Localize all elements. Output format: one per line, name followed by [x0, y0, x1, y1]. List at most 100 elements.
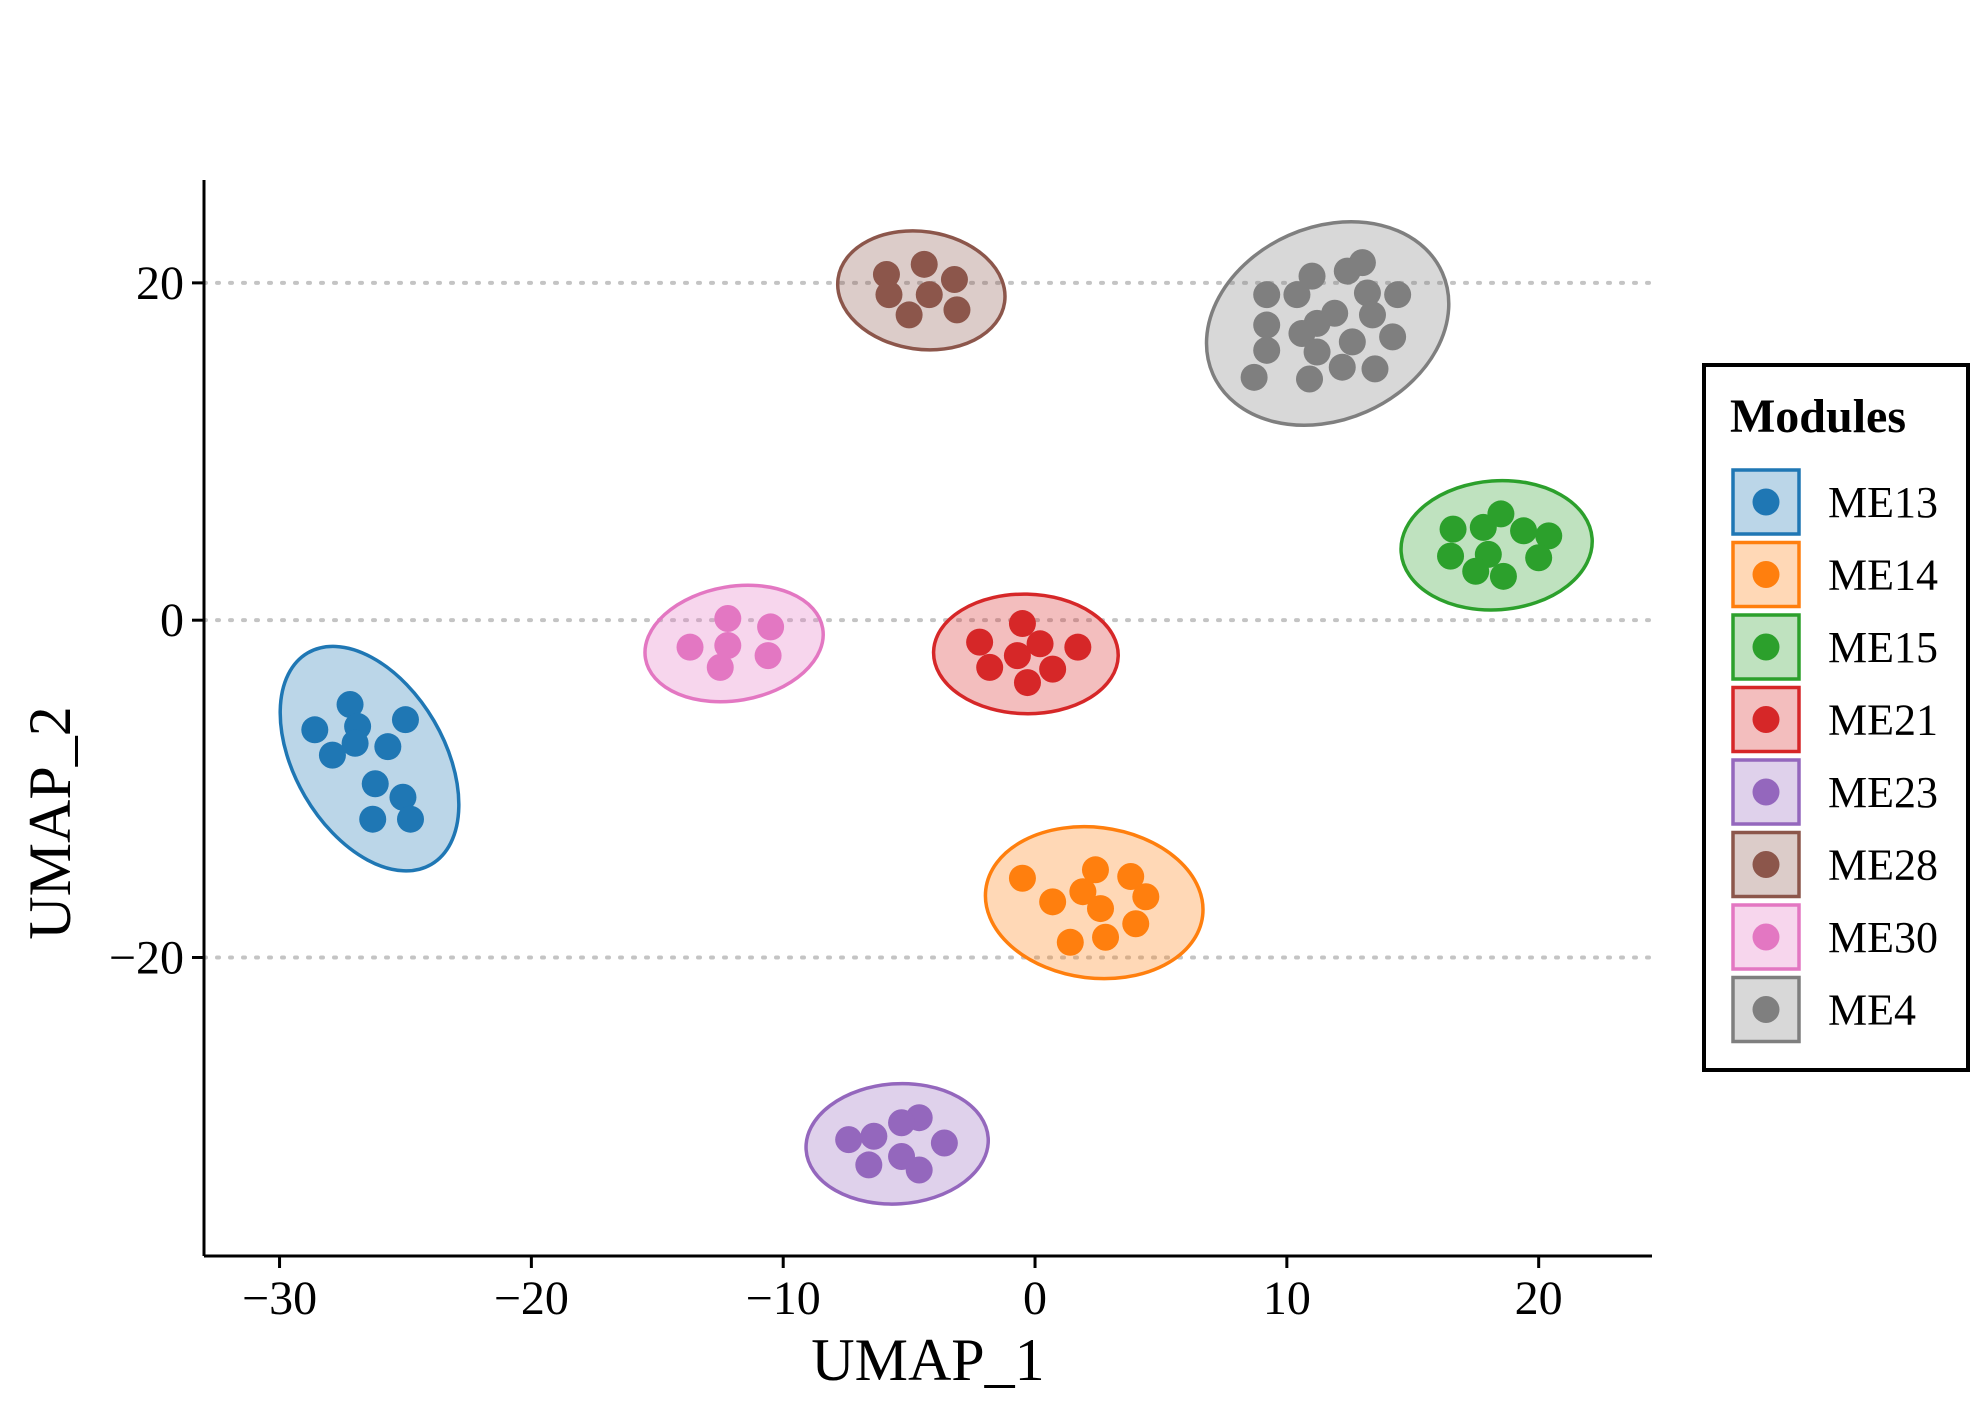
legend-item-me13: ME13	[1731, 468, 1938, 536]
x-tick-label: 0	[1023, 1272, 1047, 1325]
point-me21	[1026, 630, 1054, 658]
point-me30	[714, 631, 742, 659]
point-me21	[1003, 642, 1031, 670]
point-me14	[1092, 923, 1120, 951]
legend-item-me15: ME15	[1731, 613, 1938, 681]
point-me21	[966, 628, 994, 656]
point-me4	[1333, 257, 1361, 285]
point-me4	[1328, 353, 1356, 381]
point-me28	[910, 250, 938, 278]
point-me14	[1056, 928, 1084, 956]
point-me23	[905, 1156, 933, 1184]
legend-label: ME21	[1828, 696, 1938, 745]
point-me28	[915, 281, 943, 309]
point-me4	[1253, 311, 1281, 339]
point-me28	[940, 266, 968, 294]
x-tick-label: −30	[242, 1272, 317, 1325]
legend-item-me30: ME30	[1731, 903, 1938, 971]
point-me15	[1439, 515, 1467, 543]
x-tick-label: −10	[746, 1272, 821, 1325]
point-me15	[1469, 513, 1497, 541]
y-tick-label: 0	[160, 594, 184, 647]
point-me28	[875, 281, 903, 309]
y-axis-ticks: −20 0 20	[109, 257, 204, 984]
legend-label: ME23	[1828, 768, 1938, 817]
point-me15	[1510, 517, 1538, 545]
point-me14	[1132, 883, 1160, 911]
legend-label: ME30	[1828, 913, 1938, 962]
point-me15	[1535, 522, 1563, 550]
point-me13	[341, 729, 369, 757]
point-me13	[389, 783, 417, 811]
legend-key-dot	[1752, 706, 1780, 733]
x-tick-label: −20	[494, 1272, 569, 1325]
x-tick-label: 20	[1515, 1272, 1563, 1325]
point-me14	[1117, 863, 1145, 891]
point-me15	[1489, 562, 1517, 590]
legend-item-me4: ME4	[1731, 975, 1916, 1044]
legend: Modules ME13 ME14 ME15 ME21 ME23 ME28 ME30 ME4	[1702, 363, 1970, 1072]
point-me21	[1008, 610, 1036, 638]
legend-item-me21: ME21	[1731, 685, 1938, 754]
point-me15	[1525, 544, 1553, 572]
y-tick-label: 20	[136, 257, 184, 310]
point-me13	[359, 805, 387, 833]
x-tick-label: 10	[1263, 1272, 1311, 1325]
axes	[202, 180, 1652, 1258]
point-me30	[706, 653, 734, 681]
legend-box	[1702, 363, 1970, 1072]
point-me13	[301, 716, 329, 744]
legend-items: ME13 ME14 ME15 ME21 ME23 ME28 ME30 ME4	[1731, 468, 1938, 1044]
point-me28	[872, 260, 900, 288]
point-me14	[1008, 864, 1036, 892]
point-me14	[1069, 878, 1097, 906]
point-me4	[1361, 355, 1389, 383]
point-me4	[1303, 338, 1331, 366]
point-me4	[1283, 281, 1311, 309]
point-me23	[930, 1129, 958, 1157]
legend-key-dot	[1752, 923, 1780, 951]
x-axis-ticks: −30 −20 −10 0 10 20	[242, 1256, 1563, 1325]
point-me4	[1253, 281, 1281, 309]
point-me23	[888, 1109, 916, 1137]
point-me4	[1321, 299, 1349, 327]
point-me13	[374, 733, 402, 761]
legend-key-dot	[1752, 633, 1780, 661]
point-me15	[1437, 542, 1465, 570]
point-me4	[1298, 262, 1326, 290]
point-me4	[1240, 363, 1268, 391]
point-me21	[1039, 655, 1067, 683]
legend-item-me14: ME14	[1731, 540, 1938, 609]
y-tick-label: −20	[109, 931, 184, 984]
point-me4	[1296, 365, 1324, 393]
point-me30	[676, 633, 704, 661]
point-me30	[754, 642, 782, 670]
point-me23	[855, 1151, 883, 1179]
point-me14	[1039, 888, 1067, 916]
point-me4	[1379, 323, 1407, 351]
point-me30	[714, 604, 742, 632]
point-me30	[757, 613, 785, 641]
legend-key-dot	[1752, 778, 1780, 806]
point-me4	[1384, 281, 1412, 309]
point-me4	[1353, 279, 1381, 307]
point-me23	[860, 1122, 888, 1150]
point-me21	[1013, 669, 1041, 697]
legend-title: Modules	[1730, 390, 1906, 443]
point-me28	[943, 296, 971, 324]
point-me14	[1087, 895, 1115, 923]
ellipse-me13	[278, 644, 461, 873]
point-me13	[336, 691, 364, 719]
point-me13	[391, 706, 419, 734]
point-me13	[318, 741, 346, 769]
point-me21	[976, 653, 1004, 681]
y-axis-label: UMAP_2	[17, 706, 83, 939]
point-me13	[396, 805, 424, 833]
point-me4	[1338, 328, 1366, 356]
legend-label: ME4	[1828, 986, 1916, 1035]
legend-item-me28: ME28	[1731, 830, 1938, 899]
point-me4	[1253, 336, 1281, 364]
point-me15	[1462, 557, 1490, 585]
